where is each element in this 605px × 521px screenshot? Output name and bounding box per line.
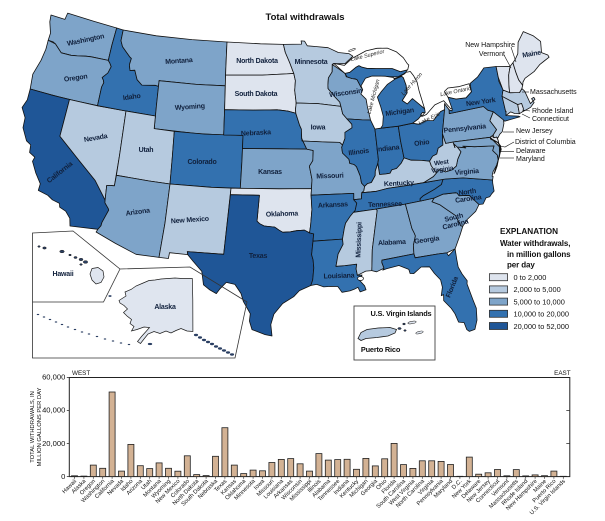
svg-text:Virginia: Virginia [431, 165, 454, 175]
svg-text:North Dakota: North Dakota [236, 58, 278, 65]
svg-text:Delaware: Delaware [516, 148, 546, 155]
svg-text:Rhode Island: Rhode Island [532, 108, 573, 115]
svg-text:60,000: 60,000 [42, 373, 65, 382]
svg-text:Minnesota: Minnesota [295, 59, 328, 66]
svg-text:Idaho: Idaho [123, 93, 141, 102]
svg-text:Water withdrawals,: Water withdrawals, [500, 239, 570, 248]
svg-text:South: South [444, 212, 464, 223]
svg-text:Texas: Texas [249, 253, 268, 260]
svg-text:Nevada: Nevada [83, 133, 108, 144]
svg-text:Pennsylvania: Pennsylvania [443, 123, 486, 134]
svg-text:Puerto Rico: Puerto Rico [361, 345, 401, 354]
svg-text:Maryland: Maryland [516, 156, 545, 163]
svg-text:Massachusetts: Massachusetts [530, 89, 577, 96]
svg-text:Maine: Maine [522, 49, 542, 59]
svg-text:New Jersey: New Jersey [516, 128, 553, 135]
svg-text:Georgia: Georgia [414, 235, 440, 245]
svg-text:Tennessee: Tennessee [368, 201, 402, 209]
svg-text:Vermont: Vermont [479, 51, 505, 58]
svg-text:Virginia: Virginia [455, 168, 480, 177]
svg-text:South Dakota: South Dakota [235, 91, 278, 98]
svg-text:West: West [434, 158, 450, 167]
svg-text:New Hampshire: New Hampshire [465, 42, 515, 49]
svg-text:Louisiana: Louisiana [323, 272, 354, 280]
svg-text:Oklahoma: Oklahoma [266, 210, 299, 218]
svg-text:New Mexico: New Mexico [171, 216, 209, 226]
svg-text:Kansas: Kansas [258, 169, 282, 176]
svg-text:U.S. Virgin Islands: U.S. Virgin Islands [371, 309, 432, 318]
svg-text:Connecticut: Connecticut [532, 116, 569, 123]
svg-text:20,000: 20,000 [42, 439, 65, 448]
svg-text:Kentucky: Kentucky [384, 180, 415, 189]
svg-text:Montana: Montana [165, 57, 193, 66]
svg-text:Nebraska: Nebraska [241, 129, 272, 138]
svg-text:5,000 to 10,000: 5,000 to 10,000 [514, 297, 565, 306]
svg-text:WEST: WEST [72, 370, 90, 377]
svg-text:Utah: Utah [139, 147, 154, 154]
svg-text:per day: per day [507, 261, 535, 270]
svg-text:Wisconsin: Wisconsin [329, 88, 363, 100]
svg-text:Iowa: Iowa [311, 125, 326, 132]
svg-text:Ohio: Ohio [414, 139, 430, 148]
svg-text:Missouri: Missouri [316, 173, 344, 181]
svg-text:in million gallons: in million gallons [507, 250, 571, 259]
svg-text:New York: New York [466, 97, 497, 108]
svg-text:Mississippi: Mississippi [355, 222, 363, 258]
svg-text:TOTAL WITHDRAWALS, IN: TOTAL WITHDRAWALS, IN [30, 391, 36, 463]
svg-text:Arkansas: Arkansas [318, 201, 349, 210]
svg-text:Total withdrawals: Total withdrawals [265, 12, 344, 23]
svg-text:Colorado: Colorado [187, 159, 216, 166]
svg-text:10,000 to 20,000: 10,000 to 20,000 [514, 310, 569, 319]
svg-text:0 to 2,000: 0 to 2,000 [514, 273, 547, 282]
svg-text:40,000: 40,000 [42, 406, 65, 415]
svg-text:0: 0 [61, 472, 65, 481]
svg-text:Michigan: Michigan [385, 107, 414, 118]
svg-text:Carolina: Carolina [455, 194, 482, 205]
svg-text:MILLION GALLONS PER DAY: MILLION GALLONS PER DAY [37, 387, 43, 466]
svg-text:Alaska: Alaska [154, 304, 176, 311]
svg-text:Oregon: Oregon [64, 73, 88, 83]
svg-text:Alabama: Alabama [378, 239, 406, 247]
svg-text:EXPLANATION: EXPLANATION [500, 227, 558, 236]
svg-text:North: North [458, 188, 476, 197]
svg-text:Wyoming: Wyoming [175, 103, 205, 112]
svg-text:Hawaii: Hawaii [53, 271, 74, 278]
svg-text:2,000 to 5,000: 2,000 to 5,000 [514, 285, 561, 294]
svg-text:District of Columbia: District of Columbia [515, 139, 576, 146]
svg-text:EAST: EAST [554, 370, 571, 377]
svg-text:Indiana: Indiana [376, 144, 400, 153]
svg-text:20,000 to 52,000: 20,000 to 52,000 [514, 322, 569, 331]
svg-text:Arizona: Arizona [125, 207, 150, 217]
svg-text:Illinois: Illinois [348, 148, 370, 158]
